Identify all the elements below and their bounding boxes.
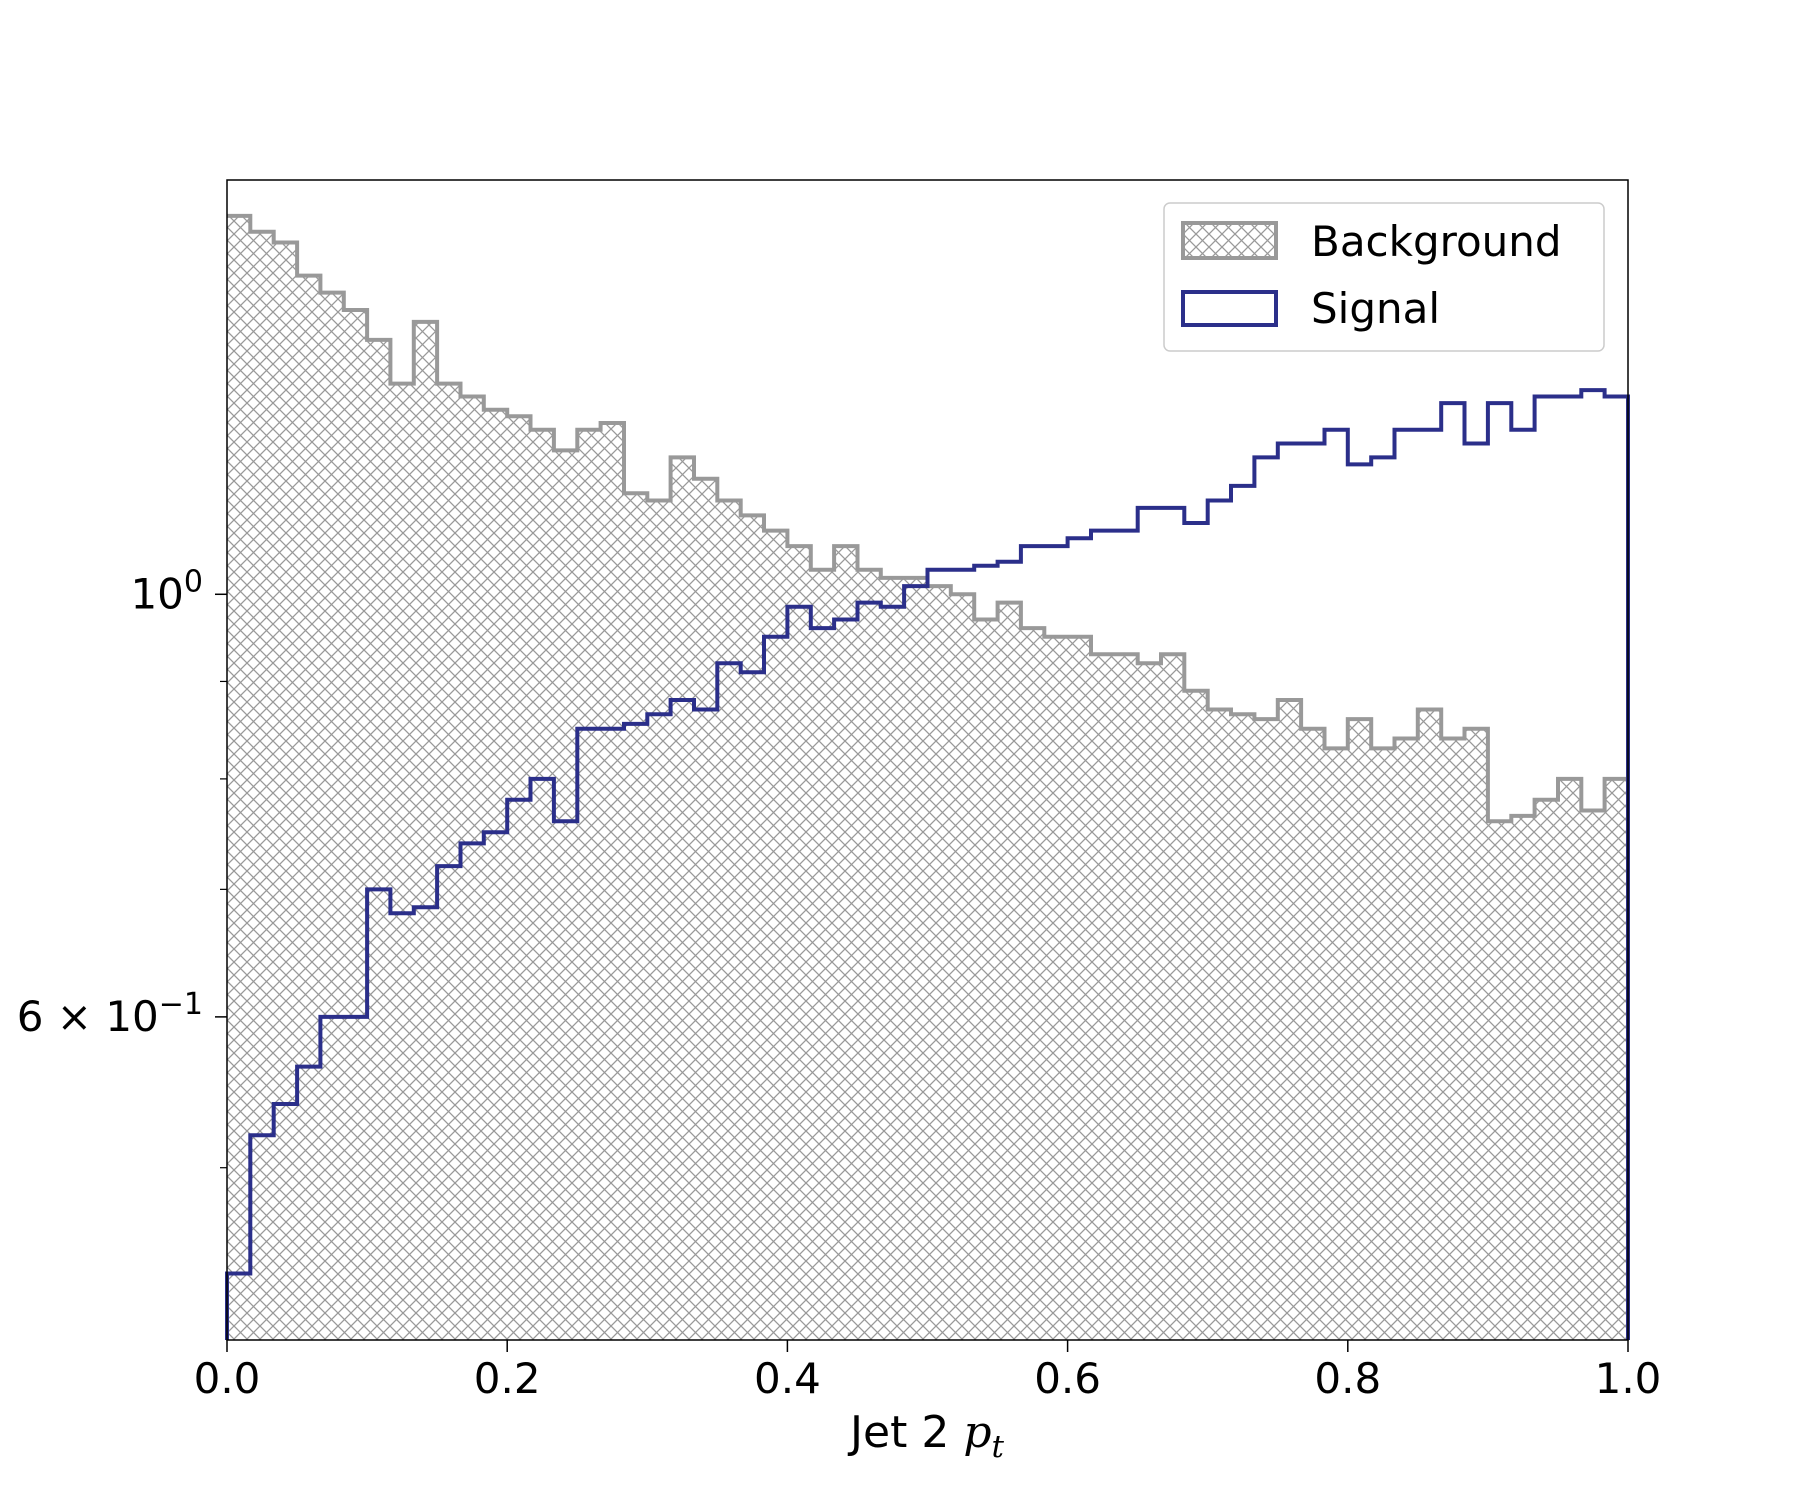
legend-label-signal: Signal [1311,284,1440,333]
plot-area [225,179,1630,1341]
x-axis-label-sub: t [991,1429,1004,1465]
series-background [227,213,1630,1340]
x-tick-label: 0.0 [194,1354,261,1403]
y-axis: 100 6 × 10−1 [17,564,227,1169]
x-tick-label: 1.0 [1595,1354,1662,1403]
legend: Background Signal [1163,202,1605,352]
x-tick-label: 0.2 [474,1354,541,1403]
plot-frame [226,179,1629,1341]
series-signal [225,388,1630,1340]
background-histogram-fill [227,215,1628,1340]
legend-label-background: Background [1311,217,1562,266]
signal-histogram-line [225,388,1630,1340]
legend-swatch-background [1181,221,1278,260]
x-axis-label: Jet 2 pt [847,1407,1004,1465]
x-axis: 0.0 0.2 0.4 0.6 0.8 1.0 [194,1340,1662,1403]
x-axis-label-math: p [963,1407,991,1458]
y-tick-label: 6 × 10−1 [17,987,203,1041]
legend-swatch-signal [1181,290,1278,327]
x-tick-label: 0.4 [754,1354,821,1403]
y-tick-label: 100 [130,564,203,618]
x-tick-label: 0.8 [1314,1354,1381,1403]
x-tick-label: 0.6 [1034,1354,1101,1403]
